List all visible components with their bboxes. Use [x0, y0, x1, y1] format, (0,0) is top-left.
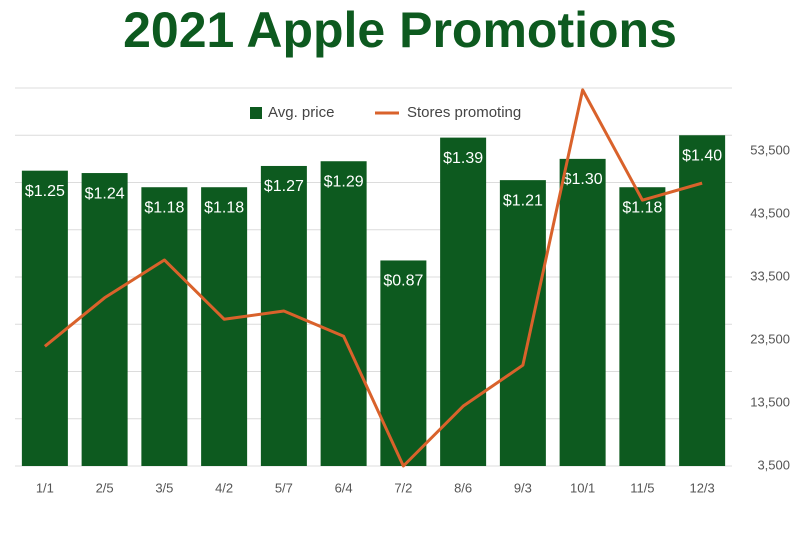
legend-label: Stores promoting: [407, 104, 521, 121]
x-tick-label: 11/5: [630, 480, 654, 495]
bar: [619, 187, 666, 466]
bar: [380, 260, 427, 466]
y2-tick-label: 13,500: [750, 394, 790, 409]
data-label: $1.25: [25, 183, 65, 200]
bar: [141, 187, 188, 466]
x-tick-label: 5/7: [275, 480, 293, 495]
x-tick-label: 8/6: [454, 480, 472, 495]
bar: [320, 161, 367, 467]
bar: [201, 187, 248, 466]
data-label: $1.18: [204, 199, 244, 216]
data-label: $1.27: [264, 178, 304, 195]
chart-title: 2021 Apple Promotions: [123, 2, 677, 58]
legend-swatch: [250, 107, 262, 119]
data-label: $1.24: [85, 185, 125, 202]
x-tick-label: 10/1: [570, 480, 595, 495]
x-tick-label: 6/4: [335, 480, 353, 495]
y2-tick-label: 3,500: [757, 457, 790, 472]
y2-tick-label: 33,500: [750, 268, 790, 283]
line: [43, 88, 703, 468]
data-label: $1.18: [144, 199, 184, 216]
y2-tick-label: 23,500: [750, 331, 790, 346]
bar: [21, 170, 68, 466]
x-tick-label: 9/3: [514, 480, 532, 495]
data-label: $1.18: [622, 199, 662, 216]
data-label: $1.29: [324, 173, 364, 190]
x-tick-label: 4/2: [215, 480, 233, 495]
bar: [559, 158, 606, 466]
x-tick-label: 12/3: [689, 480, 714, 495]
bar: [81, 173, 128, 467]
x-tick-label: 2/5: [96, 480, 114, 495]
bar: [499, 180, 546, 466]
y2-tick-label: 53,500: [750, 142, 790, 157]
y2-tick-label: 43,500: [750, 205, 790, 220]
data-label: $1.39: [443, 150, 483, 167]
data-label: $1.21: [503, 192, 543, 209]
data-label: $0.87: [383, 273, 423, 290]
x-tick-label: 7/2: [394, 480, 412, 495]
legend-label: Avg. price: [268, 104, 334, 121]
data-label: $1.30: [563, 171, 603, 188]
bar: [260, 165, 307, 466]
x-tick-label: 3/5: [155, 480, 173, 495]
bar: [679, 135, 726, 466]
x-tick-label: 1/1: [36, 480, 54, 495]
data-label: $1.40: [682, 147, 722, 164]
bar: [440, 137, 487, 467]
